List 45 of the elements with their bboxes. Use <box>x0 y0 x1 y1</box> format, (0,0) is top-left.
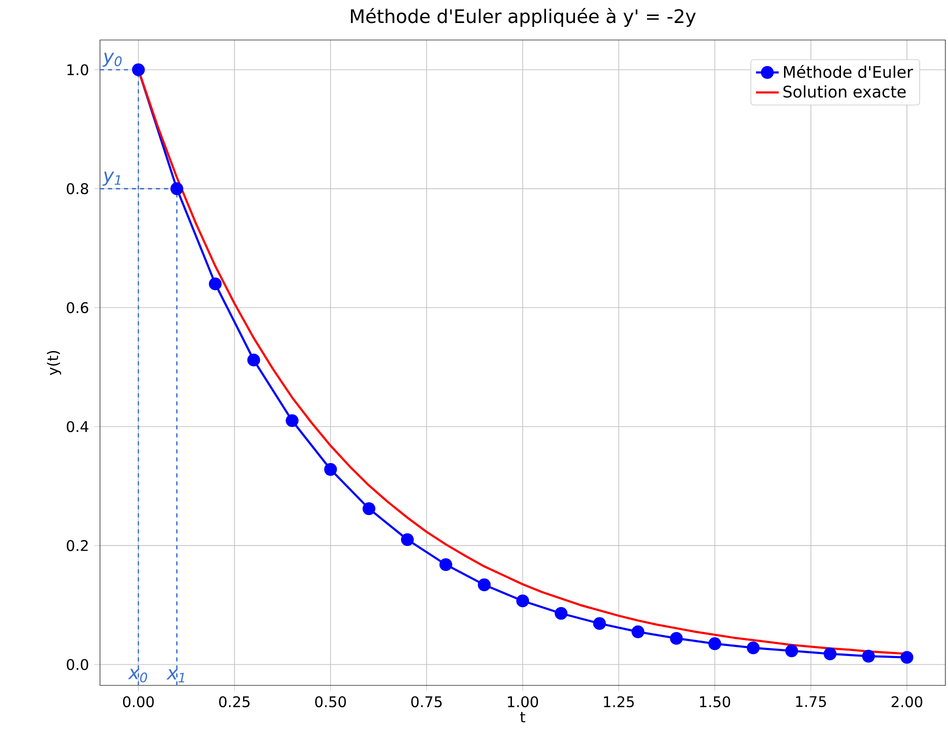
x-tick-label: 1.25 <box>604 696 634 708</box>
y-tick-label: 0.0 <box>66 659 88 670</box>
x-tick-label: 0.75 <box>411 696 442 708</box>
y-tick-label: 1.0 <box>67 64 88 76</box>
x-tick-label: 0.00 <box>123 696 154 708</box>
x-axis-title: t <box>520 712 526 722</box>
point <box>554 607 568 620</box>
x-tick-label: 0.50 <box>315 696 346 708</box>
legend-label: Méthode d'Euler <box>784 65 914 78</box>
point <box>516 594 530 608</box>
point <box>400 533 414 546</box>
point <box>208 278 222 290</box>
point <box>478 578 491 592</box>
point <box>324 463 337 476</box>
ref-line-label: x$_{1}$ <box>166 669 184 683</box>
point <box>746 642 760 654</box>
x-tick-label: 2.00 <box>892 696 922 708</box>
x-tick-label: 1.50 <box>700 696 730 708</box>
point <box>593 617 606 630</box>
y-axis-title: y(t) <box>46 351 62 376</box>
point <box>132 63 145 76</box>
point <box>900 651 914 664</box>
point <box>785 644 798 658</box>
point <box>708 637 722 650</box>
point <box>170 182 184 196</box>
chart-title: Méthode d'Euler appliquée à y' = -2y <box>350 8 696 28</box>
y-tick-label: 0.6 <box>66 302 88 314</box>
x-tick-label: 1.75 <box>796 696 826 708</box>
point <box>632 626 644 638</box>
point <box>670 632 683 645</box>
y-tick-label: 0.2 <box>66 540 88 552</box>
point <box>286 414 299 428</box>
point <box>439 558 452 572</box>
ref-line-label: y$_{1}$ <box>102 172 120 186</box>
point <box>862 650 875 663</box>
y-tick-label: 0.8 <box>66 183 88 194</box>
x-tick-label: 1.00 <box>508 696 538 708</box>
point <box>824 648 836 660</box>
x-tick-label: 0.25 <box>219 696 250 708</box>
y-tick-label: 0.4 <box>66 421 88 432</box>
legend-label: Solution exacte <box>783 85 906 98</box>
point <box>247 354 260 367</box>
ref-line-label: y$_{0}$ <box>102 52 122 67</box>
ref-line-label: x$_{0}$ <box>128 669 148 683</box>
point <box>362 502 376 516</box>
